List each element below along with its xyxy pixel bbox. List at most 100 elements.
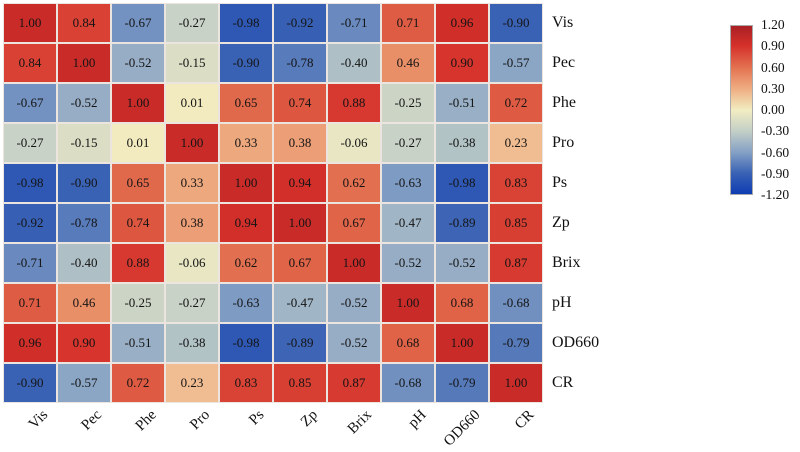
heatmap-cell: -0.51 xyxy=(111,323,165,363)
heatmap-cell: -0.47 xyxy=(273,283,327,323)
heatmap-cell: -0.27 xyxy=(165,283,219,323)
col-label: OD660 xyxy=(440,407,484,450)
heatmap-cell: -0.68 xyxy=(381,363,435,403)
col-label: CR xyxy=(511,407,538,433)
heatmap-cell: 0.83 xyxy=(489,163,543,203)
colorbar-tick-label: -1.20 xyxy=(761,187,790,202)
heatmap-cell: -0.40 xyxy=(57,243,111,283)
heatmap-cell: -0.78 xyxy=(273,43,327,83)
row-label: Pro xyxy=(552,134,575,151)
heatmap-cell: -0.27 xyxy=(3,123,57,163)
row-label: Ps xyxy=(552,174,568,191)
row-label: Phe xyxy=(552,94,576,111)
heatmap-cell: 0.85 xyxy=(273,363,327,403)
colorbar-tick-label: 1.20 xyxy=(761,17,785,32)
heatmap-cell: 0.38 xyxy=(273,123,327,163)
heatmap-cell: 1.00 xyxy=(111,83,165,123)
colorbar-tick-label: 0.00 xyxy=(761,102,785,117)
heatmap-cell: 0.72 xyxy=(111,363,165,403)
heatmap-cell: 0.62 xyxy=(327,163,381,203)
heatmap-cell: 0.46 xyxy=(57,283,111,323)
heatmap-cell: -0.52 xyxy=(327,283,381,323)
heatmap-cell: 0.67 xyxy=(273,243,327,283)
colorbar-tick-label: -0.90 xyxy=(761,165,790,181)
heatmap-cell: -0.52 xyxy=(327,323,381,363)
heatmap-cell: -0.89 xyxy=(273,323,327,363)
heatmap-cell: -0.15 xyxy=(57,123,111,163)
heatmap-cell: 0.72 xyxy=(489,83,543,123)
heatmap-cell: 0.84 xyxy=(57,3,111,43)
heatmap-cell: 0.71 xyxy=(3,283,57,323)
heatmap-cell: 0.74 xyxy=(111,203,165,243)
col-label: Phe xyxy=(132,407,160,435)
heatmap-cell: 1.00 xyxy=(3,3,57,43)
heatmap-grid: 1.00 0.84 -0.67 -0.27 -0.98 -0.92 -0.71 0.71 0.9… xyxy=(3,3,543,403)
heatmap-cell: -0.67 xyxy=(3,83,57,123)
col-label: Pec xyxy=(78,407,106,434)
colorbar-tick-label: 0.90 xyxy=(761,38,785,54)
heatmap-cell: -0.27 xyxy=(165,3,219,43)
heatmap-cell: -0.98 xyxy=(219,3,273,43)
row-label: Zp xyxy=(552,214,570,231)
heatmap-cell: -0.90 xyxy=(219,43,273,83)
heatmap-cell: 0.23 xyxy=(489,123,543,163)
heatmap-cell: 0.94 xyxy=(219,203,273,243)
heatmap-cell: -0.57 xyxy=(489,43,543,83)
heatmap-cell: -0.98 xyxy=(219,323,273,363)
heatmap-cell: 0.94 xyxy=(273,163,327,203)
heatmap-cell: 1.00 xyxy=(435,323,489,363)
row-label: pH xyxy=(552,294,572,311)
heatmap-cell: -0.27 xyxy=(381,123,435,163)
heatmap-cell: 1.00 xyxy=(273,203,327,243)
heatmap-cell: 0.90 xyxy=(57,323,111,363)
heatmap-cell: -0.52 xyxy=(111,43,165,83)
col-label: Zp xyxy=(298,407,322,431)
heatmap-cell: -0.90 xyxy=(57,163,111,203)
heatmap-cell: -0.98 xyxy=(3,163,57,203)
heatmap-cell: -0.92 xyxy=(273,3,327,43)
col-label: Pro xyxy=(187,407,214,434)
row-label: Pec xyxy=(552,54,576,71)
heatmap-cell: -0.57 xyxy=(57,363,111,403)
heatmap-cell: -0.71 xyxy=(3,243,57,283)
heatmap-cell: -0.92 xyxy=(3,203,57,243)
heatmap-cell: 0.68 xyxy=(435,283,489,323)
colorbar-tick-label: -0.60 xyxy=(761,144,790,160)
heatmap-cell: -0.51 xyxy=(435,83,489,123)
heatmap-cell: 0.90 xyxy=(435,43,489,83)
heatmap-cell: -0.47 xyxy=(381,203,435,243)
heatmap-cell: 0.65 xyxy=(111,163,165,203)
heatmap-cell: 1.00 xyxy=(57,43,111,83)
row-label: Vis xyxy=(552,14,574,31)
heatmap-cell: 0.85 xyxy=(489,203,543,243)
heatmap-cell: 0.96 xyxy=(435,3,489,43)
row-label: CR xyxy=(552,374,574,391)
heatmap-cell: 0.01 xyxy=(165,83,219,123)
heatmap-cell: 0.62 xyxy=(219,243,273,283)
heatmap-cell: -0.79 xyxy=(489,323,543,363)
heatmap-cell: 0.83 xyxy=(219,363,273,403)
heatmap-cell: 0.96 xyxy=(3,323,57,363)
heatmap-cell: 0.84 xyxy=(3,43,57,83)
heatmap-cell: 1.00 xyxy=(381,283,435,323)
colorbar-tick-label: 0.30 xyxy=(761,80,785,96)
heatmap-cell: -0.90 xyxy=(489,3,543,43)
heatmap-cell: -0.71 xyxy=(327,3,381,43)
colorbar-tick-label: -0.30 xyxy=(761,123,790,139)
heatmap-cell: -0.68 xyxy=(489,283,543,323)
heatmap-cell: -0.67 xyxy=(111,3,165,43)
heatmap-cell: 0.23 xyxy=(165,363,219,403)
heatmap-cell: -0.63 xyxy=(219,283,273,323)
heatmap-cell: 0.33 xyxy=(219,123,273,163)
heatmap-cell: -0.52 xyxy=(435,243,489,283)
row-label: OD660 xyxy=(552,334,600,351)
heatmap-cell: -0.52 xyxy=(381,243,435,283)
colorbar xyxy=(730,25,753,195)
heatmap-cell: -0.63 xyxy=(381,163,435,203)
heatmap-cell: -0.78 xyxy=(57,203,111,243)
heatmap-cell: 1.00 xyxy=(489,363,543,403)
heatmap-cell: 0.87 xyxy=(489,243,543,283)
heatmap-cell: -0.38 xyxy=(165,323,219,363)
heatmap-cell: -0.79 xyxy=(435,363,489,403)
